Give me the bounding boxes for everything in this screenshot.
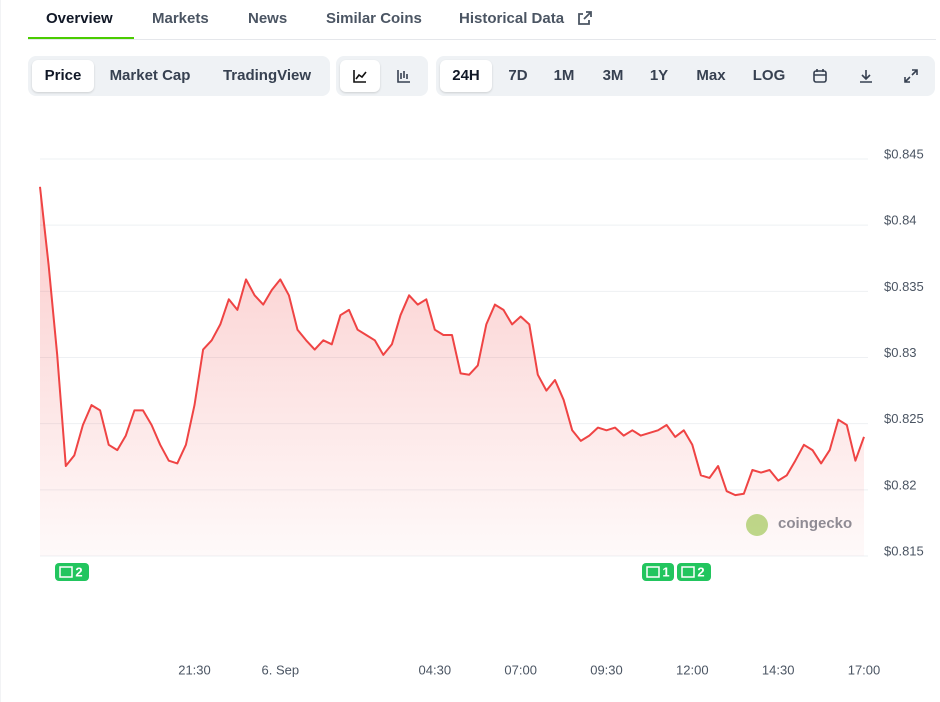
view-button[interactable]: TradingView <box>222 67 312 84</box>
candle-icon <box>397 70 410 83</box>
news-count: 2 <box>75 564 82 579</box>
y-tick-label: $0.845 <box>884 146 924 161</box>
tab-underline <box>28 37 134 40</box>
price-area <box>40 186 864 557</box>
external-link-icon <box>578 11 592 25</box>
tab[interactable]: News <box>248 10 288 27</box>
x-tick-label: 6. Sep <box>262 662 300 677</box>
range-button[interactable]: 24H <box>440 60 492 92</box>
line-icon <box>353 70 367 83</box>
tab-divider <box>28 39 936 40</box>
download-icon[interactable] <box>858 68 874 84</box>
news-marker[interactable]: 2 <box>55 563 89 581</box>
view-button[interactable]: Market Cap <box>109 67 191 84</box>
x-tick-label: 07:00 <box>504 662 537 677</box>
y-tick-label: $0.825 <box>884 411 924 426</box>
news-marker[interactable]: 1 <box>642 563 674 581</box>
y-tick-label: $0.82 <box>884 477 917 492</box>
x-tick-label: 14:30 <box>762 662 795 677</box>
news-count: 1 <box>662 564 669 579</box>
y-tick-label: $0.835 <box>884 279 924 294</box>
range-button[interactable]: 1M <box>553 67 575 84</box>
y-tick-label: $0.83 <box>884 345 917 360</box>
news-marker[interactable]: 2 <box>677 563 711 581</box>
news-count: 2 <box>697 564 704 579</box>
y-tick-label: $0.84 <box>884 213 917 228</box>
fullscreen-icon[interactable] <box>903 68 919 84</box>
candle-style-button[interactable] <box>384 60 424 92</box>
view-group: Price Market Cap TradingView <box>28 56 330 96</box>
line-style-button[interactable] <box>340 60 380 92</box>
x-tick-label: 17:00 <box>848 662 881 677</box>
tab[interactable]: Similar Coins <box>326 10 422 27</box>
chart-style-group <box>336 56 428 96</box>
tab[interactable]: Markets <box>152 10 209 27</box>
range-button[interactable]: 7D <box>508 67 528 84</box>
view-button[interactable]: Price <box>32 60 94 92</box>
tab[interactable]: Overview <box>46 10 113 27</box>
x-tick-label: 21:30 <box>178 662 211 677</box>
x-tick-label: 12:00 <box>676 662 709 677</box>
range-group: 24H 7D 1M 3M 1Y Max LOG <box>436 56 935 96</box>
x-tick-label: 09:30 <box>590 662 623 677</box>
price-line <box>39 186 865 497</box>
range-button[interactable]: LOG <box>752 67 786 84</box>
tab[interactable]: Historical Data <box>459 10 565 27</box>
range-button[interactable]: Max <box>696 67 726 84</box>
range-button[interactable]: 1Y <box>649 67 669 84</box>
range-button[interactable]: 3M <box>602 67 624 84</box>
y-tick-label: $0.815 <box>884 543 924 558</box>
calendar-icon[interactable] <box>812 68 828 84</box>
x-tick-label: 04:30 <box>419 662 452 677</box>
